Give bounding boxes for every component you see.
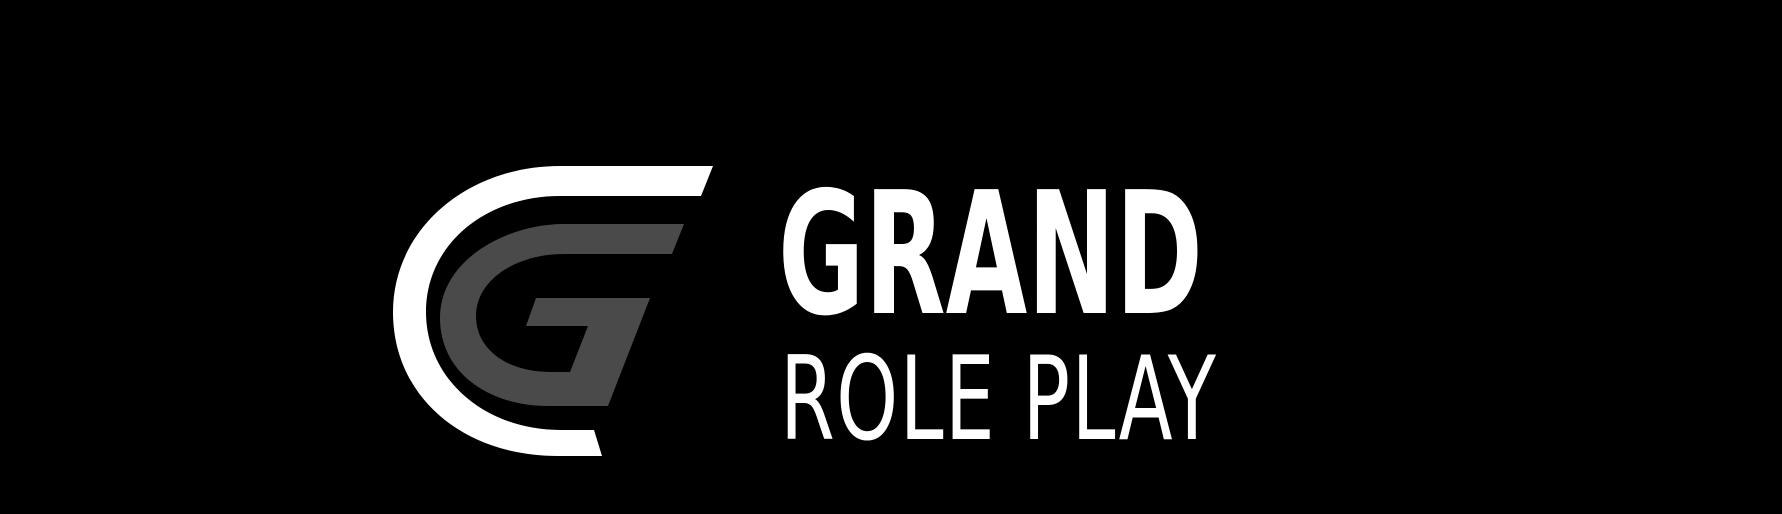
- brand-subtitle: ROLE PLAY: [780, 332, 1218, 467]
- brand-title: GRAND: [778, 156, 1203, 354]
- wordmark: GRAND ROLE PLAY: [778, 170, 1338, 460]
- logo-outer-arc: [393, 166, 713, 456]
- logo-inner-g: [440, 224, 684, 406]
- g-monogram-icon: [393, 166, 713, 456]
